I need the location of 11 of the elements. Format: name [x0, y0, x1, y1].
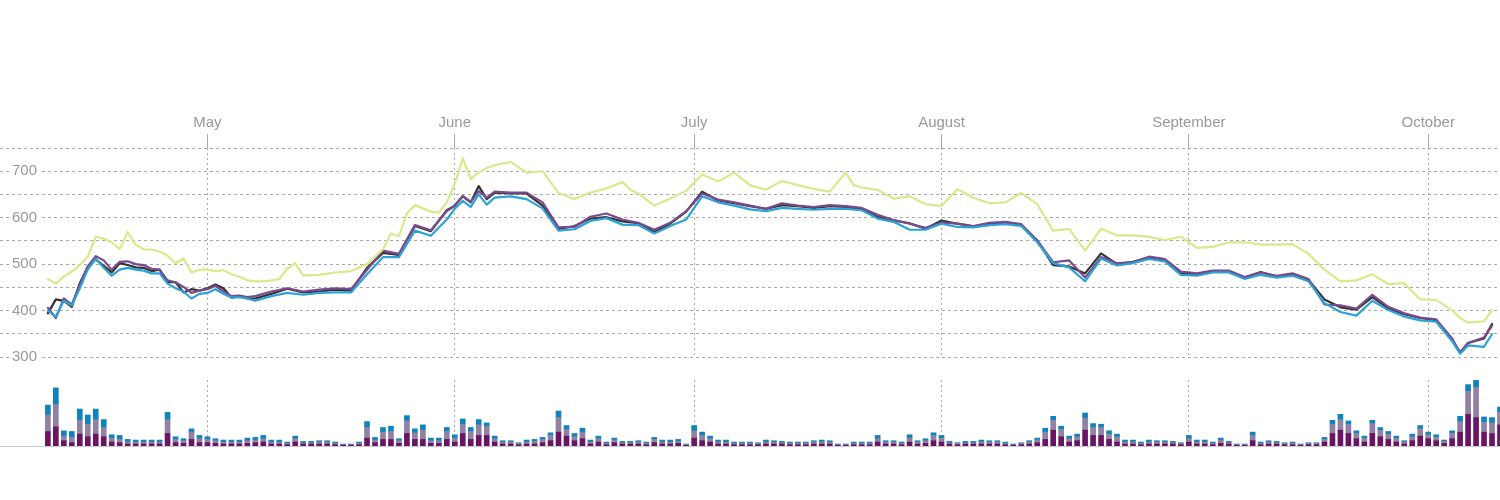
y-tick-label: 400	[12, 300, 38, 318]
x-tick-label: October	[1401, 113, 1455, 131]
x-tick-label: August	[918, 113, 966, 131]
x-tick-label: May	[193, 113, 223, 131]
y-tick-label: 300	[12, 347, 38, 365]
y-tick-label: 500	[12, 254, 38, 272]
x-tick-label: June	[438, 113, 472, 131]
x-tick-label: September	[1152, 113, 1226, 131]
y-tick-label: 600	[12, 207, 38, 225]
y-tick-label: 700	[12, 161, 38, 179]
x-tick-label: July	[680, 113, 708, 131]
